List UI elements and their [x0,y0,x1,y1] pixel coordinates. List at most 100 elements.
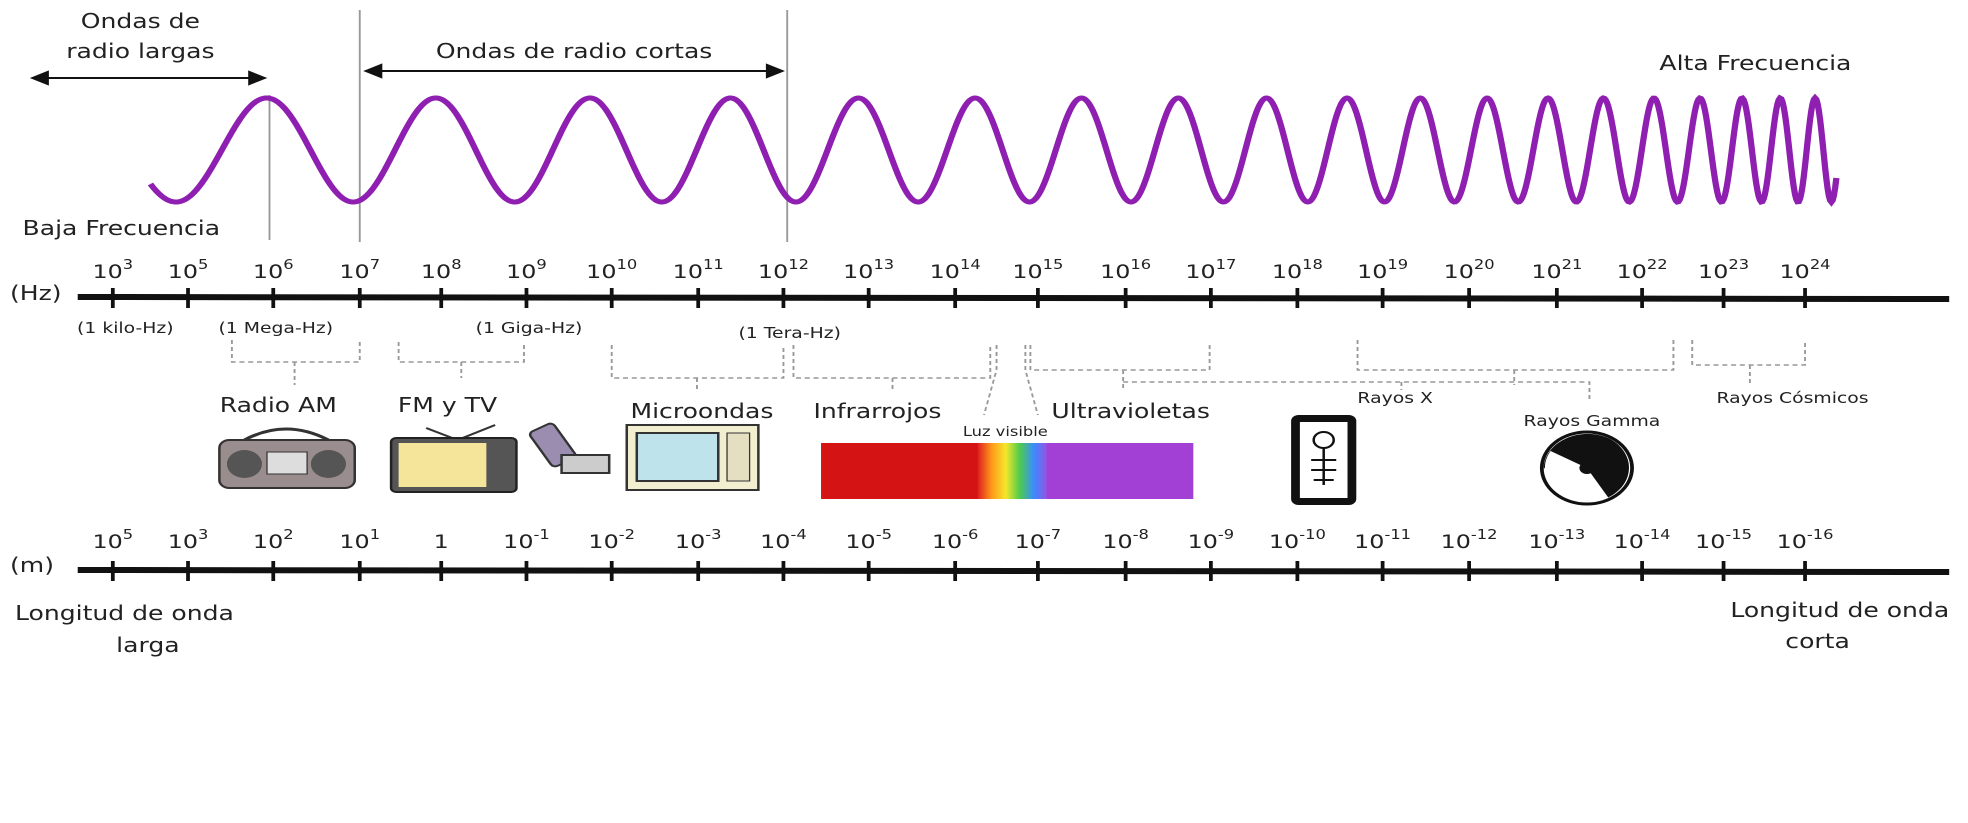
footer-label: corta [1785,630,1850,653]
tick-label: 101 [339,528,380,554]
tick-exponent: -4 [790,528,806,543]
tick-base: 10 [503,531,533,553]
tick-label: 1024 [1780,258,1831,284]
tick-label: 10-7 [1015,528,1062,554]
tick-exponent: -5 [876,528,892,543]
tick-base: 10 [168,531,198,553]
tick-label: 105 [168,258,209,284]
tick-label: 10-16 [1777,528,1834,554]
tick-base: 10 [1354,531,1384,553]
tick-exponent: -14 [1644,528,1671,543]
tick-label: 103 [168,528,209,554]
tick-label: 10-12 [1441,528,1498,554]
tick-base: 10 [586,261,616,283]
tick-exponent: 11 [703,258,724,273]
m-unit: (m) [10,554,54,577]
tick-exponent: 6 [283,258,293,273]
tick-base: 10 [1272,261,1302,283]
hz-note: (1 Giga-Hz) [476,320,583,338]
tick-label: 10-13 [1528,528,1585,554]
tick-base: 10 [930,261,960,283]
tick-base: 10 [253,531,283,553]
hz-note: (1 Tera-Hz) [738,325,840,343]
tick-base: 10 [1531,261,1561,283]
spectrum-diagram: Ondas de radio largas Ondas de radio cor… [0,0,1968,823]
tick-base: 10 [760,531,790,553]
microwave-icon [627,425,759,490]
tick-label: 10-10 [1269,528,1326,554]
tick-base: 10 [1617,261,1647,283]
tick-label: 1015 [1012,258,1063,284]
tick-exponent: 21 [1562,258,1583,273]
tick-label: 10-8 [1102,528,1149,554]
tick-exponent: -8 [1133,528,1149,543]
tick-exponent: 23 [1728,258,1749,273]
band-label: Infrarrojos [813,400,941,423]
tick-label: 10-5 [845,528,892,554]
wave [150,98,1836,202]
tick-label: 102 [253,528,294,554]
tick-exponent: 5 [123,528,133,543]
tick-label: 10-15 [1695,528,1752,554]
tick-exponent: 3 [123,258,133,273]
tick-label: 1010 [586,258,637,284]
tick-label: 109 [506,258,547,284]
band-label: Rayos Cósmicos [1716,390,1868,408]
footer-label: Longitud de onda [15,602,234,625]
tick-label: 1013 [843,258,894,284]
tick-exponent: 8 [451,258,461,273]
band-label: Rayos Gamma [1524,413,1661,431]
band-label: Luz visible [963,425,1048,440]
tick-base: 10 [1780,261,1810,283]
tick-exponent: 17 [1216,258,1237,273]
tick-label: 10-9 [1188,528,1235,554]
tick-exponent: -12 [1471,528,1498,543]
tick-label: 10-3 [675,528,722,554]
tick-exponent: 15 [1043,258,1064,273]
tick-label: 10-1 [503,528,550,554]
tick-exponent: 13 [873,258,894,273]
tick-label: 105 [92,528,133,554]
tick-label: 1022 [1617,258,1668,284]
radio-icon [219,429,354,488]
tick-base: 10 [673,261,703,283]
tick-exponent: 20 [1474,258,1495,273]
tick-base: 10 [1441,531,1471,553]
tick-exponent: 24 [1810,258,1831,273]
tick-base: 10 [1528,531,1558,553]
hz-note: (1 kilo-Hz) [77,320,174,338]
spectrum-bar [821,443,1193,499]
tick-exponent: 2 [283,528,293,543]
tick-label: 10-4 [760,528,807,554]
long-radio-label: radio largas [66,40,214,63]
tick-exponent: 9 [536,258,546,273]
tick-base: 10 [675,531,705,553]
xray-icon [1291,415,1356,505]
tick-base: 10 [1695,531,1725,553]
band-label: Microondas [631,400,774,423]
tick-exponent: 1 [370,528,380,543]
tick-base: 10 [758,261,788,283]
tick-exponent: -15 [1725,528,1752,543]
tick-label: 1017 [1185,258,1236,284]
tick-base: 10 [588,531,618,553]
tick-base: 10 [506,261,536,283]
tick-exponent: 7 [370,258,380,273]
tick-base: 10 [1188,531,1218,553]
tick-base: 10 [1444,261,1474,283]
tick-label: 1 [434,531,449,553]
band-label: Rayos X [1357,390,1433,408]
tick-label: 10-6 [932,528,979,554]
tick-exponent: 12 [788,258,809,273]
long-radio-label: Ondas de [81,10,200,33]
tick-label: 10-2 [588,528,635,554]
tick-exponent: -6 [962,528,978,543]
tick-label: 1021 [1531,258,1582,284]
tick-exponent: -10 [1299,528,1326,543]
tick-exponent: -2 [619,528,635,543]
tick-base: 10 [1015,531,1045,553]
tick-base: 10 [932,531,962,553]
tick-label: 10-11 [1354,528,1411,554]
tick-exponent: -11 [1384,528,1411,543]
short-radio-label: Ondas de radio cortas [436,40,713,63]
